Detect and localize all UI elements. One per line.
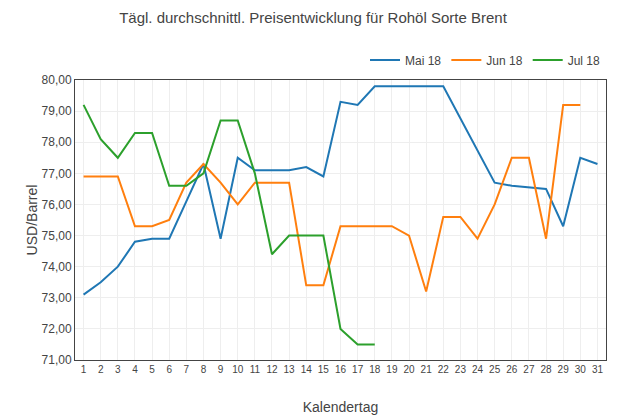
svg-text:71,00: 71,00	[42, 353, 72, 367]
svg-text:Jul 18: Jul 18	[568, 54, 600, 68]
svg-text:7: 7	[184, 364, 190, 375]
svg-text:26: 26	[506, 364, 518, 375]
svg-text:79,00: 79,00	[42, 104, 72, 118]
svg-text:73,00: 73,00	[42, 291, 72, 305]
svg-text:19: 19	[386, 364, 398, 375]
svg-text:80,00: 80,00	[42, 73, 72, 87]
svg-text:30: 30	[575, 364, 587, 375]
svg-text:25: 25	[489, 364, 501, 375]
svg-text:75,00: 75,00	[42, 229, 72, 243]
svg-text:15: 15	[318, 364, 330, 375]
svg-text:9: 9	[218, 364, 224, 375]
svg-text:6: 6	[166, 364, 172, 375]
svg-text:2: 2	[98, 364, 104, 375]
svg-text:20: 20	[403, 364, 415, 375]
svg-text:28: 28	[540, 364, 552, 375]
svg-text:21: 21	[421, 364, 433, 375]
svg-text:USD/Barrel: USD/Barrel	[24, 185, 40, 256]
svg-text:4: 4	[132, 364, 138, 375]
svg-text:10: 10	[232, 364, 244, 375]
svg-text:23: 23	[455, 364, 467, 375]
svg-text:76,00: 76,00	[42, 198, 72, 212]
svg-text:16: 16	[335, 364, 347, 375]
svg-text:17: 17	[352, 364, 364, 375]
svg-text:Mai 18: Mai 18	[405, 54, 441, 68]
svg-text:Jun 18: Jun 18	[486, 54, 522, 68]
svg-text:22: 22	[438, 364, 450, 375]
svg-text:18: 18	[369, 364, 381, 375]
svg-text:Kalendertag: Kalendertag	[303, 399, 379, 415]
svg-text:12: 12	[266, 364, 278, 375]
svg-text:24: 24	[472, 364, 484, 375]
svg-text:72,00: 72,00	[42, 322, 72, 336]
svg-text:14: 14	[301, 364, 313, 375]
svg-text:77,00: 77,00	[42, 167, 72, 181]
svg-text:3: 3	[115, 364, 121, 375]
svg-text:78,00: 78,00	[42, 135, 72, 149]
svg-text:5: 5	[149, 364, 155, 375]
svg-text:11: 11	[250, 364, 261, 375]
svg-text:13: 13	[284, 364, 296, 375]
svg-text:27: 27	[523, 364, 535, 375]
svg-text:74,00: 74,00	[42, 260, 72, 274]
svg-text:29: 29	[558, 364, 570, 375]
svg-text:8: 8	[201, 364, 207, 375]
svg-text:Tägl. durchschnittl. Preisentw: Tägl. durchschnittl. Preisentwicklung fü…	[119, 9, 508, 26]
svg-text:31: 31	[592, 364, 604, 375]
svg-text:1: 1	[81, 364, 87, 375]
